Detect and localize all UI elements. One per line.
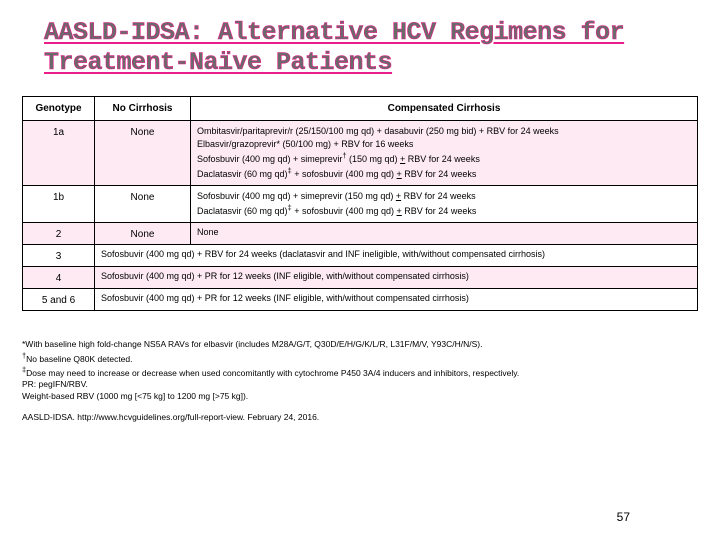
cell-no-cirrhosis: None [95, 186, 191, 223]
footnote-line: Weight-based RBV (1000 mg [<75 kg] to 12… [22, 391, 698, 402]
slide-title: AASLD-IDSA: Alternative HCV Regimens for… [22, 18, 698, 78]
cell-spanning-regimen: Sofosbuvir (400 mg qd) + RBV for 24 week… [95, 245, 698, 267]
cell-genotype: 1b [23, 186, 95, 223]
table-row: 5 and 6 Sofosbuvir (400 mg qd) + PR for … [23, 289, 698, 311]
regimen-line: Daclatasvir (60 mg qd)‡ + sofosbuvir (40… [197, 166, 691, 181]
table-row: 1b None Sofosbuvir (400 mg qd) + simepre… [23, 186, 698, 223]
regimen-line: Elbasvir/grazoprevir* (50/100 mg) + RBV … [197, 138, 691, 151]
regimen-table: Genotype No Cirrhosis Compensated Cirrho… [22, 96, 698, 311]
cell-genotype: 1a [23, 121, 95, 186]
th-comp-cirrhosis: Compensated Cirrhosis [191, 97, 698, 121]
footnote-line: PR: pegIFN/RBV. [22, 379, 698, 390]
footnotes: *With baseline high fold-change NS5A RAV… [22, 339, 698, 402]
table-row: 3 Sofosbuvir (400 mg qd) + RBV for 24 we… [23, 245, 698, 267]
footnote-line: †No baseline Q80K detected. [22, 351, 698, 365]
regimen-line: Ombitasvir/paritaprevir/r (25/150/100 mg… [197, 125, 691, 138]
page-number: 57 [617, 510, 630, 524]
cell-spanning-regimen: Sofosbuvir (400 mg qd) + PR for 12 weeks… [95, 267, 698, 289]
table-row: 2 None None [23, 223, 698, 245]
th-no-cirrhosis: No Cirrhosis [95, 97, 191, 121]
cell-comp-cirrhosis: Sofosbuvir (400 mg qd) + simeprevir (150… [191, 186, 698, 223]
cell-genotype: 4 [23, 267, 95, 289]
table-row: 1a None Ombitasvir/paritaprevir/r (25/15… [23, 121, 698, 186]
citation: AASLD-IDSA. http://www.hcvguidelines.org… [22, 412, 698, 422]
regimen-line: Sofosbuvir (400 mg qd) + simeprevir† (15… [197, 151, 691, 166]
th-genotype: Genotype [23, 97, 95, 121]
cell-no-cirrhosis: None [95, 223, 191, 245]
cell-genotype: 2 [23, 223, 95, 245]
table-header-row: Genotype No Cirrhosis Compensated Cirrho… [23, 97, 698, 121]
cell-comp-cirrhosis: None [191, 223, 698, 245]
footnote-line: *With baseline high fold-change NS5A RAV… [22, 339, 698, 350]
cell-spanning-regimen: Sofosbuvir (400 mg qd) + PR for 12 weeks… [95, 289, 698, 311]
cell-comp-cirrhosis: Ombitasvir/paritaprevir/r (25/150/100 mg… [191, 121, 698, 186]
footnote-line: ‡Dose may need to increase or decrease w… [22, 365, 698, 379]
cell-genotype: 3 [23, 245, 95, 267]
cell-genotype: 5 and 6 [23, 289, 95, 311]
regimen-line: Daclatasvir (60 mg qd)‡ + sofosbuvir (40… [197, 203, 691, 218]
table-row: 4 Sofosbuvir (400 mg qd) + PR for 12 wee… [23, 267, 698, 289]
regimen-line: Sofosbuvir (400 mg qd) + simeprevir (150… [197, 190, 691, 203]
cell-no-cirrhosis: None [95, 121, 191, 186]
